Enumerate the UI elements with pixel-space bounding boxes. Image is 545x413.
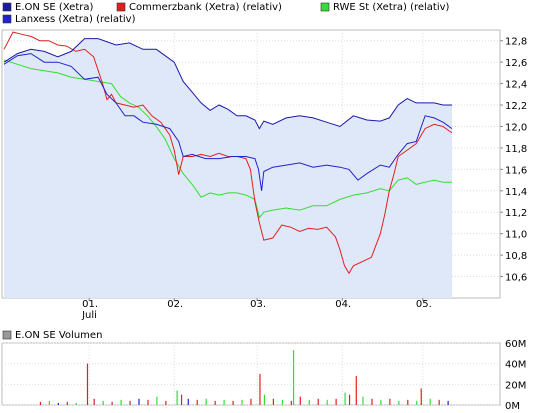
price-y-tick-label: 11,2 xyxy=(505,208,527,219)
volume-bar xyxy=(438,399,440,405)
volume-plot-frame xyxy=(1,342,501,406)
legend-swatch xyxy=(2,330,12,340)
volume-bar xyxy=(111,401,113,405)
price-y-tick-label: 12,0 xyxy=(505,122,527,133)
volume-bar xyxy=(292,350,295,405)
volume-bar xyxy=(165,400,167,405)
volume-bar xyxy=(196,399,198,405)
price-x-tick-label: 01. xyxy=(82,299,98,310)
legend-label: Lanxess (Xetra) (relativ) xyxy=(15,14,136,25)
volume-bar xyxy=(176,390,178,405)
volume-y-tick-label: 40M xyxy=(505,360,526,371)
volume-bar xyxy=(355,376,357,405)
volume-bar xyxy=(156,396,158,405)
volume-bar xyxy=(317,398,319,405)
volume-bar xyxy=(362,396,364,405)
volume-bar xyxy=(326,399,328,405)
volume-bar xyxy=(272,398,274,405)
legend: E.ON SE (Xetra) Commerzbank (Xetra) (rela… xyxy=(2,2,450,341)
volume-bar xyxy=(48,400,50,405)
volume-bar xyxy=(299,396,301,405)
series-line-1 xyxy=(3,31,453,275)
volume-bar xyxy=(214,400,216,405)
price-panel: 12,8 12,6 12,4 12,2 12,0 11,8 11,6 11,4 11,2 11,0… xyxy=(1,29,527,321)
volume-bar xyxy=(138,398,140,405)
volume-bar xyxy=(57,402,59,405)
price-y-tick-label: 11,0 xyxy=(505,230,527,241)
price-y-tick-label: 12,4 xyxy=(505,80,527,91)
price-y-tick-label: 12,6 xyxy=(505,58,527,69)
legend-swatch xyxy=(2,2,12,12)
legend-label: E.ON SE Volumen xyxy=(15,330,102,341)
volume-bar xyxy=(180,394,183,405)
volume-bar xyxy=(75,402,77,405)
legend-swatch xyxy=(2,14,12,24)
series-line-0 xyxy=(3,38,452,130)
volume-y-tick-label: 0M xyxy=(505,401,520,412)
price-y-axis: 12,8 12,6 12,4 12,2 12,0 11,8 11,6 11,4 11,2 11,0… xyxy=(500,37,527,284)
legend-swatch xyxy=(320,2,330,12)
price-x-axis: 01. 02. 03. 04. 05. xyxy=(82,298,432,310)
volume-bars xyxy=(39,350,449,405)
volume-bar xyxy=(447,400,449,405)
volume-y-tick-label: 20M xyxy=(505,380,526,391)
volume-bar xyxy=(39,401,42,405)
price-y-tick-label: 10,8 xyxy=(505,251,527,262)
volume-bar xyxy=(205,398,207,405)
volume-bar xyxy=(263,394,266,405)
price-y-tick-label: 12,8 xyxy=(505,37,527,48)
series-line-3 xyxy=(3,53,453,191)
price-x-tick-label: 05. xyxy=(416,299,432,310)
price-x-tick-label: 02. xyxy=(167,299,183,310)
volume-bar xyxy=(380,399,382,405)
legend-label: RWE St (Xetra) (relativ) xyxy=(333,2,450,13)
volume-bar xyxy=(335,398,337,405)
volume-bar xyxy=(86,363,89,405)
volume-bar xyxy=(416,400,418,405)
volume-bar xyxy=(223,399,225,405)
volume-bar xyxy=(102,400,104,405)
volume-bar xyxy=(348,394,351,405)
volume-bar xyxy=(241,399,243,405)
price-y-tick-label: 11,8 xyxy=(505,144,527,155)
legend-label: E.ON SE (Xetra) xyxy=(15,2,93,13)
volume-bar xyxy=(281,399,283,405)
volume-bar xyxy=(259,374,261,405)
volume-bar xyxy=(129,400,131,405)
x-axis-month-label: Juli xyxy=(81,310,97,321)
volume-bar xyxy=(389,398,391,405)
price-y-tick-label: 10,6 xyxy=(505,273,527,284)
volume-bar xyxy=(429,398,431,405)
volume-bar xyxy=(93,398,95,405)
volume-bar xyxy=(147,399,149,405)
volume-bar xyxy=(371,398,373,405)
volume-bar xyxy=(407,399,409,405)
volume-bar xyxy=(290,400,292,405)
legend-label: Commerzbank (Xetra) (relativ) xyxy=(129,2,282,13)
volume-bar xyxy=(308,399,310,405)
volume-bar xyxy=(232,400,234,405)
price-lines xyxy=(3,31,453,275)
volume-y-tick-label: 60M xyxy=(505,339,526,350)
legend-swatch xyxy=(116,2,126,12)
volume-bar xyxy=(187,398,189,405)
volume-bar xyxy=(66,401,68,405)
volume-bar xyxy=(420,388,422,405)
price-y-tick-label: 11,6 xyxy=(505,165,527,176)
volume-panel: 60M 40M 20M 0M xyxy=(1,339,526,412)
volume-y-axis: 60M 40M 20M 0M xyxy=(505,339,526,412)
price-y-tick-label: 12,2 xyxy=(505,101,527,112)
volume-bar xyxy=(398,400,400,405)
volume-bar xyxy=(120,399,122,405)
volume-bar xyxy=(344,392,346,405)
price-x-tick-label: 04. xyxy=(335,299,351,310)
price-x-tick-label: 03. xyxy=(250,299,266,310)
price-y-tick-label: 11,4 xyxy=(505,187,527,198)
volume-bar xyxy=(250,398,252,405)
